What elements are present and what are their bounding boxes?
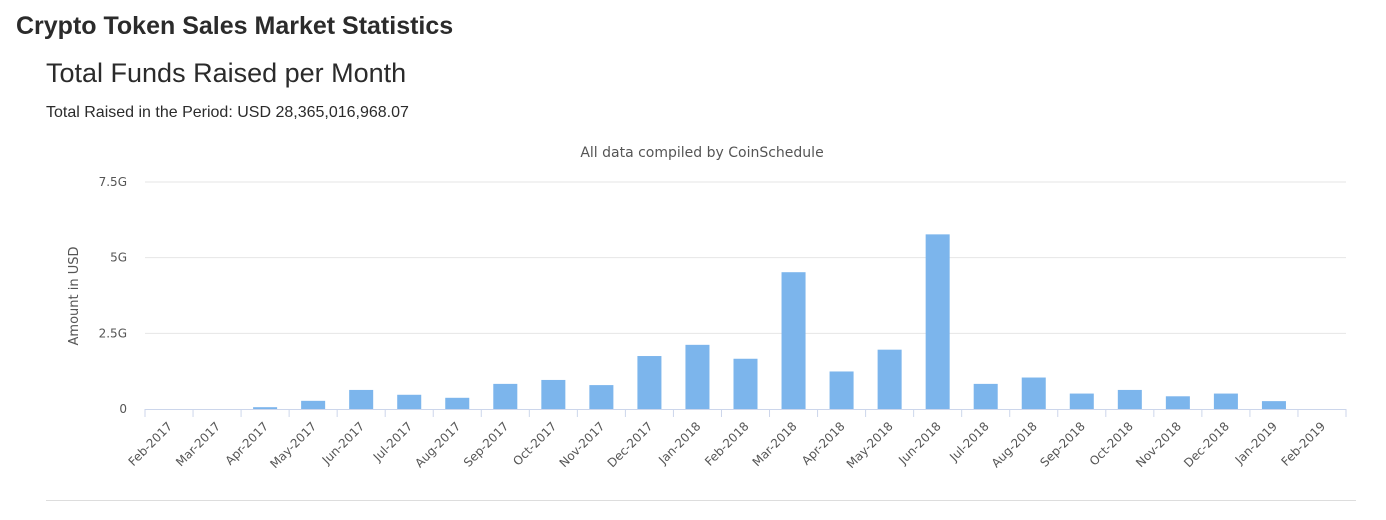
x-tick-label: Jul-2018 — [946, 419, 992, 465]
bar — [1117, 389, 1142, 409]
x-tick-label: Jun-2017 — [319, 419, 368, 468]
bar — [877, 349, 902, 409]
bar — [637, 356, 662, 409]
chart-heading: Total Funds Raised per Month — [46, 58, 407, 88]
chart-subtitle: All data compiled by CoinSchedule — [580, 145, 823, 161]
x-tick-label: Sep-2018 — [1037, 419, 1088, 470]
bar — [1069, 393, 1094, 409]
bar-chart: All data compiled by CoinSchedule Amount… — [67, 145, 1347, 471]
x-tick-label: May-2018 — [844, 419, 896, 471]
y-tick-label: 5G — [110, 251, 127, 265]
grid-lines — [145, 181, 1346, 334]
x-tick-label: Mar-2018 — [750, 419, 800, 469]
bar — [349, 389, 374, 409]
x-tick-label: Jan-2018 — [655, 419, 703, 467]
period-total-text: Total Raised in the Period: USD 28,365,0… — [46, 104, 409, 121]
x-tick-label: Feb-2017 — [126, 419, 176, 469]
bar — [685, 344, 710, 409]
bar — [1021, 377, 1046, 409]
bar — [397, 394, 422, 409]
x-tick-label: Aug-2017 — [412, 419, 463, 470]
bar — [925, 234, 950, 409]
bottom-divider — [46, 500, 1356, 501]
x-tick-label: Jun-2018 — [895, 419, 944, 468]
x-tick-label: Feb-2019 — [1279, 419, 1329, 469]
x-tick-label: Apr-2017 — [223, 419, 272, 468]
bar — [541, 379, 566, 409]
bar — [589, 385, 614, 409]
y-axis-title: Amount in USD — [67, 247, 82, 346]
bar — [733, 358, 758, 409]
x-tick-label: May-2017 — [267, 419, 319, 471]
y-tick-label: 0 — [119, 402, 127, 416]
chart-container: All data compiled by CoinSchedule Amount… — [0, 130, 1386, 500]
bar — [1213, 393, 1238, 409]
x-tick-label: Oct-2017 — [510, 419, 559, 468]
page-title: Crypto Token Sales Market Statistics — [16, 12, 454, 40]
bar — [973, 383, 998, 409]
bars — [253, 234, 1286, 409]
x-tick-label: Feb-2018 — [702, 419, 752, 469]
bar — [493, 383, 518, 409]
x-tick-label: Aug-2018 — [989, 419, 1040, 470]
x-tick-label: Jan-2019 — [1232, 419, 1280, 467]
x-tick-label: Oct-2018 — [1087, 419, 1136, 468]
x-tick-label: Sep-2017 — [461, 419, 512, 470]
x-tick-label: Dec-2017 — [605, 419, 656, 470]
x-tick-label: Dec-2018 — [1181, 419, 1232, 470]
x-tick-label: Nov-2018 — [1133, 419, 1184, 470]
x-tick-label: Mar-2017 — [173, 419, 223, 469]
bar — [1165, 396, 1190, 409]
x-tick-label: Jul-2017 — [370, 419, 416, 465]
bar — [301, 400, 326, 409]
y-tick-label: 7.5G — [99, 175, 127, 189]
bar — [781, 272, 806, 409]
x-tick-label: Nov-2017 — [557, 419, 608, 470]
bar — [1261, 401, 1286, 409]
y-tick-label: 2.5G — [99, 326, 127, 340]
bar — [253, 407, 278, 409]
x-tick-label: Apr-2018 — [799, 419, 848, 468]
bar — [829, 371, 854, 409]
bar — [445, 397, 470, 409]
